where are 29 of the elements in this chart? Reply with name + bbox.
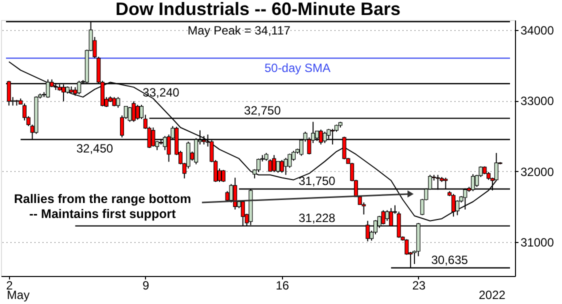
- ref-line-label: 31,750: [298, 174, 336, 188]
- text: May: [6, 288, 30, 302]
- candlestick: [229, 184, 234, 203]
- candlestick: [132, 100, 136, 122]
- ref-line-label: 33,240: [142, 86, 180, 100]
- candlestick: [112, 96, 116, 107]
- candlestick: [116, 96, 120, 108]
- x-tick-label: 16: [276, 278, 290, 292]
- candlestick: [451, 193, 456, 218]
- text: 2022: [478, 288, 506, 302]
- y-tick-label: 31000: [520, 236, 554, 250]
- ref-line-label: 32,450: [76, 142, 114, 156]
- x-tick-label: 9: [142, 278, 150, 292]
- y-tick-label: 34000: [520, 23, 554, 38]
- ref-line-label: 50-day SMA: [264, 61, 330, 76]
- x-tick-label: 23: [412, 278, 426, 292]
- candlestick: [272, 154, 276, 173]
- candlestick: [136, 104, 140, 120]
- ref-line-label: 30,635: [431, 252, 468, 267]
- ref-line-label: 31,228: [298, 210, 336, 225]
- chart-title: Dow Industrials -- 60-Minute Bars: [115, 0, 401, 19]
- ref-line-label: May Peak = 34,117: [188, 24, 291, 38]
- candlestick: [280, 160, 284, 174]
- ref-line-label: 32,750: [244, 103, 282, 118]
- annotation: Rallies from the range bottom -- Maintains first support: [14, 192, 192, 221]
- y-tick-label: 33000: [520, 94, 554, 108]
- candlestick: [233, 177, 238, 210]
- y-tick-label: 32000: [520, 164, 554, 179]
- candlestick: [221, 169, 226, 182]
